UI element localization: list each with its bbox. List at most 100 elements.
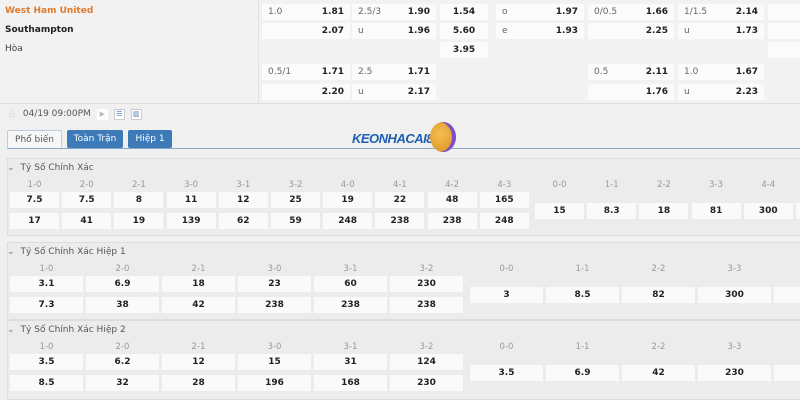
- odds-cell[interactable]: 0.5 2.11: [588, 64, 674, 80]
- odds-cell[interactable]: 1.0 1.67: [678, 64, 764, 80]
- score-odds-draw[interactable]: 8.5: [546, 287, 619, 303]
- score-odds-away[interactable]: 238: [427, 213, 477, 229]
- score-odds-away[interactable]: 196: [238, 375, 311, 391]
- score-odds-home[interactable]: 31: [314, 354, 387, 370]
- score-odds-draw[interactable]: 300: [698, 287, 771, 303]
- score-odds-draw[interactable]: 3.5: [470, 365, 543, 381]
- score-odds-home[interactable]: 23: [238, 276, 311, 292]
- score-odds-home[interactable]: 11: [166, 192, 216, 208]
- score-odds-away[interactable]: 238: [238, 297, 311, 313]
- stats-icon[interactable]: ▥: [130, 108, 142, 120]
- score-odds-away[interactable]: 139: [166, 213, 216, 229]
- score-label: 2-2: [651, 342, 666, 352]
- score-odds-draw[interactable]: [774, 287, 800, 303]
- score-odds-away[interactable]: 168: [314, 375, 387, 391]
- score-odds-home[interactable]: 19: [323, 192, 373, 208]
- odds-cell[interactable]: 2.07: [262, 23, 350, 39]
- odds-cell[interactable]: [768, 4, 800, 20]
- odds-cell[interactable]: 1.76: [588, 84, 674, 100]
- section-header[interactable]: ⌄ Tỷ Số Chính Xác Hiệp 2: [7, 325, 126, 335]
- score-odds-home[interactable]: 18: [162, 276, 235, 292]
- odds-cell[interactable]: 2.25: [588, 23, 674, 39]
- odds-cell[interactable]: u 1.73: [678, 23, 764, 39]
- score-odds-away[interactable]: 238: [390, 297, 463, 313]
- score-odds-away[interactable]: 248: [323, 213, 373, 229]
- score-odds-away[interactable]: 230: [390, 375, 463, 391]
- score-odds-draw[interactable]: [774, 365, 800, 381]
- odds-cell[interactable]: 1.0 1.81: [262, 4, 350, 20]
- star-icon[interactable]: ☆: [7, 107, 17, 121]
- odds-cell[interactable]: 3.95: [440, 42, 488, 58]
- list-icon[interactable]: ☰: [113, 108, 125, 120]
- odds-cell[interactable]: 2.5/3 1.90: [352, 4, 436, 20]
- score-odds-away[interactable]: 238: [375, 213, 425, 229]
- score-odds-home[interactable]: 230: [390, 276, 463, 292]
- odds-cell[interactable]: u 2.17: [352, 84, 436, 100]
- odds-value: 2.25: [645, 26, 668, 36]
- score-odds-home[interactable]: 15: [238, 354, 311, 370]
- score-odds-away[interactable]: 62: [218, 213, 268, 229]
- odds-cell[interactable]: 0/0.5 1.66: [588, 4, 674, 20]
- score-odds-home[interactable]: 165: [479, 192, 529, 208]
- odds-cell[interactable]: 0.5/1 1.71: [262, 64, 350, 80]
- section-header[interactable]: ⌄ Tỷ Số Chính Xác: [7, 163, 94, 173]
- score-odds-away[interactable]: 17: [10, 213, 59, 229]
- tab-first-half[interactable]: Hiệp 1: [128, 130, 172, 148]
- score-odds-home[interactable]: 48: [427, 192, 477, 208]
- score-odds-home[interactable]: 7.5: [10, 192, 59, 208]
- odds-cell[interactable]: 2.5 1.71: [352, 64, 436, 80]
- odds-cell[interactable]: [768, 23, 800, 39]
- score-odds-home[interactable]: 8: [114, 192, 164, 208]
- score-odds-draw[interactable]: 300: [743, 203, 793, 219]
- score-odds-home[interactable]: 6.9: [86, 276, 159, 292]
- score-odds-away[interactable]: 7.3: [10, 297, 83, 313]
- score-odds-home[interactable]: 12: [218, 192, 268, 208]
- score-odds-home[interactable]: 12: [162, 354, 235, 370]
- score-label: 3-1: [343, 342, 358, 352]
- odds-cell[interactable]: 5.60: [440, 23, 488, 39]
- score-odds-draw[interactable]: 6.9: [546, 365, 619, 381]
- tab-popular[interactable]: Phổ biến: [7, 130, 62, 148]
- score-odds-home[interactable]: 3.1: [10, 276, 83, 292]
- score-odds-home[interactable]: 7.5: [62, 192, 112, 208]
- odds-cell[interactable]: 1.54: [440, 4, 488, 20]
- odds-cell[interactable]: u 1.96: [352, 23, 436, 39]
- play-icon[interactable]: ▶: [96, 108, 108, 120]
- tab-full-match[interactable]: Toàn Trận: [67, 130, 123, 148]
- score-odds-home[interactable]: 124: [390, 354, 463, 370]
- home-team[interactable]: West Ham United: [5, 6, 94, 16]
- score-odds-draw[interactable]: 15: [535, 203, 584, 219]
- score-odds-away[interactable]: 28: [162, 375, 235, 391]
- score-odds-draw[interactable]: 42: [622, 365, 695, 381]
- odds-cell[interactable]: o 1.97: [496, 4, 584, 20]
- score-odds-away[interactable]: 19: [114, 213, 164, 229]
- score-odds-away[interactable]: 42: [162, 297, 235, 313]
- score-odds-away[interactable]: 32: [86, 375, 159, 391]
- score-odds-away[interactable]: 38: [86, 297, 159, 313]
- score-odds-away[interactable]: 238: [314, 297, 387, 313]
- odds-cell[interactable]: 1/1.5 2.14: [678, 4, 764, 20]
- odds-cell[interactable]: e 1.93: [496, 23, 584, 39]
- away-team[interactable]: Southampton: [5, 25, 74, 35]
- score-odds-draw[interactable]: 82: [622, 287, 695, 303]
- odds-cell[interactable]: u 2.23: [678, 84, 764, 100]
- score-odds-away[interactable]: 41: [62, 213, 112, 229]
- odds-cell[interactable]: 2.20: [262, 84, 350, 100]
- odds-cell[interactable]: [768, 42, 800, 58]
- section-header[interactable]: ⌄ Tỷ Số Chính Xác Hiệp 1: [7, 247, 126, 257]
- score-odds-draw[interactable]: [796, 203, 800, 219]
- score-odds-home[interactable]: 25: [271, 192, 320, 208]
- score-odds-draw[interactable]: 18: [639, 203, 689, 219]
- score-odds-draw[interactable]: 81: [691, 203, 741, 219]
- score-odds-home[interactable]: 6.2: [86, 354, 159, 370]
- score-odds-draw[interactable]: 8.3: [587, 203, 637, 219]
- score-odds-away[interactable]: 248: [479, 213, 529, 229]
- score-odds-draw[interactable]: 3: [470, 287, 543, 303]
- score-odds-home[interactable]: 22: [375, 192, 425, 208]
- score-odds-home[interactable]: 60: [314, 276, 387, 292]
- score-label: 1-1: [575, 264, 590, 274]
- score-odds-away[interactable]: 59: [271, 213, 320, 229]
- score-odds-away[interactable]: 8.5: [10, 375, 83, 391]
- score-odds-draw[interactable]: 230: [698, 365, 771, 381]
- score-odds-home[interactable]: 3.5: [10, 354, 83, 370]
